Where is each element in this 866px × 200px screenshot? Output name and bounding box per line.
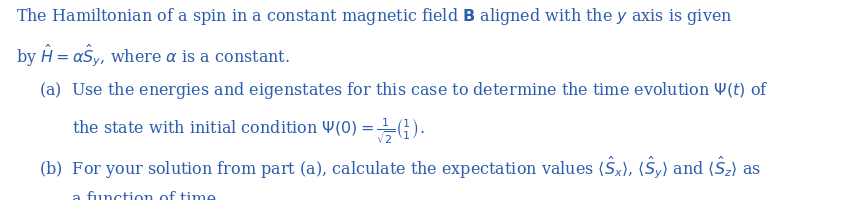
Text: (a)  Use the energies and eigenstates for this case to determine the time evolut: (a) Use the energies and eigenstates for… <box>39 80 769 101</box>
Text: The Hamiltonian of a spin in a constant magnetic field $\mathbf{B}$ aligned with: The Hamiltonian of a spin in a constant … <box>16 6 732 27</box>
Text: the state with initial condition $\Psi(0) = \frac{1}{\sqrt{2}}\binom{1}{1}$.: the state with initial condition $\Psi(0… <box>72 116 424 145</box>
Text: by $\hat{H} = \alpha\hat{S}_y$, where $\alpha$ is a constant.: by $\hat{H} = \alpha\hat{S}_y$, where $\… <box>16 42 289 68</box>
Text: a function of time.: a function of time. <box>72 190 221 200</box>
Text: (b)  For your solution from part (a), calculate the expectation values $\langle\: (b) For your solution from part (a), cal… <box>39 154 761 180</box>
